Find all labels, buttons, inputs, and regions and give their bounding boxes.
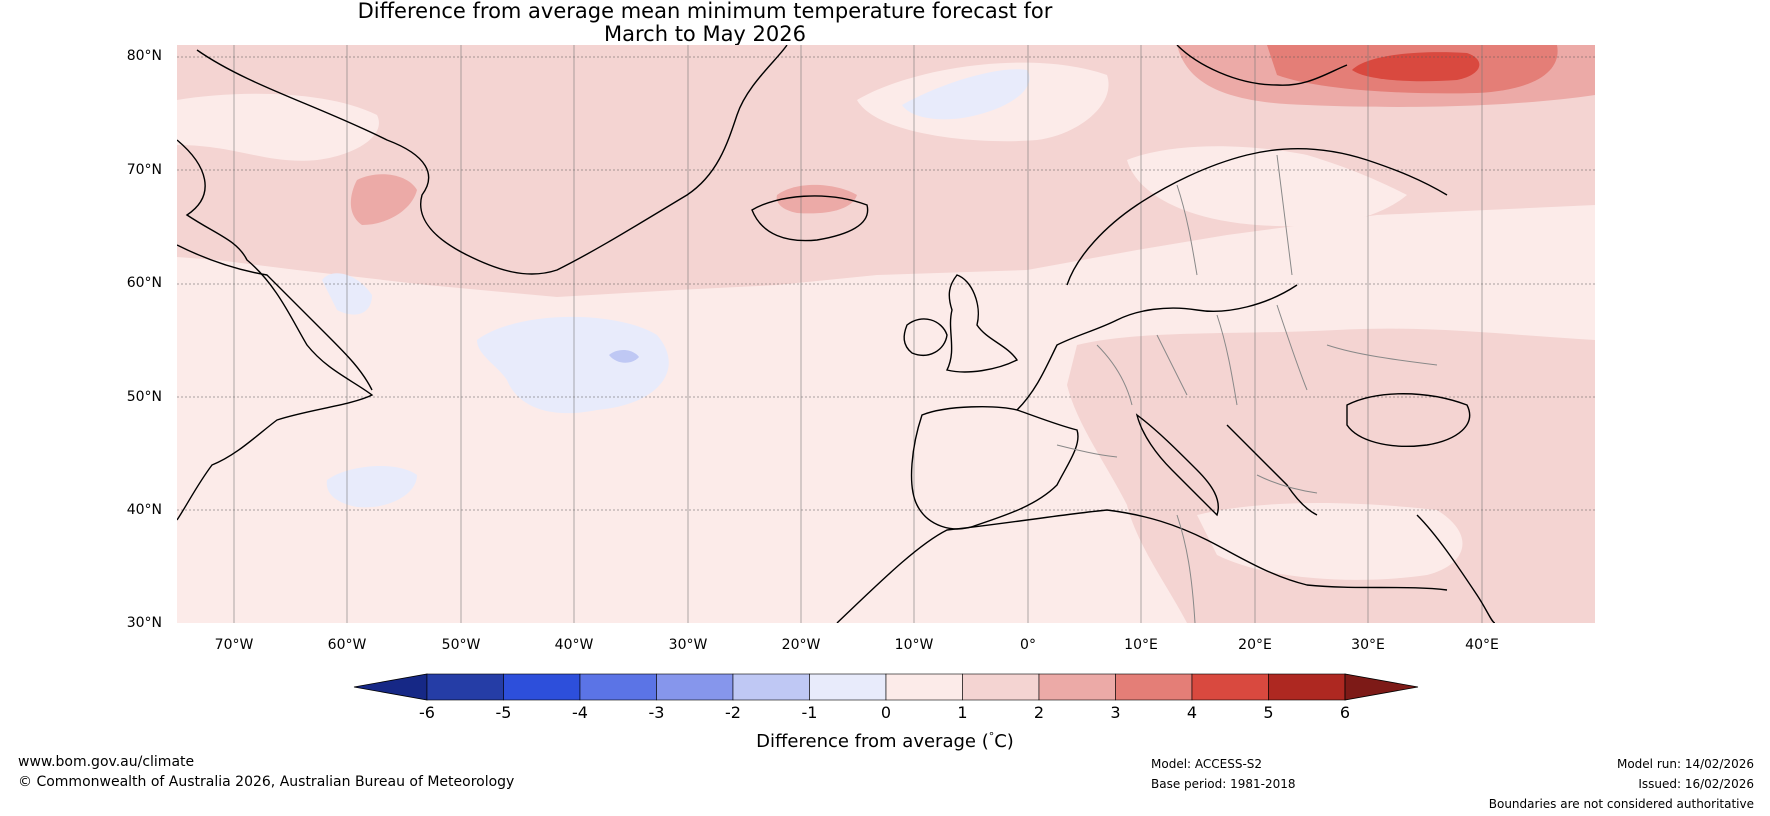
- colorbar-tick-label: 4: [1186, 703, 1198, 722]
- europe-coast: [1016, 284, 1298, 411]
- colorbar-unit-close: ): [1006, 731, 1014, 752]
- colorbar-segment: [503, 673, 581, 701]
- anomaly-neg-newfoundland: [326, 465, 417, 508]
- colorbar-tick-label: 2: [1033, 703, 1045, 722]
- lon-label-20e: 20°E: [1238, 637, 1272, 653]
- colorbar-tick-label: -1: [801, 703, 818, 722]
- map-svg: [177, 45, 1595, 623]
- colorbar-segment: [1038, 673, 1116, 701]
- iberia-coast: [910, 406, 1079, 530]
- colorbar-segment: [885, 673, 963, 701]
- lon-label-20w: 20°W: [781, 637, 821, 653]
- footer-model-run: Model run: 14/02/2026: [1616, 757, 1754, 771]
- anomaly-neg-arctic: [902, 69, 1030, 120]
- colorbar-tick-label: -4: [572, 703, 588, 722]
- anomaly-neg-2-atlantic: [609, 349, 639, 363]
- anomaly-0-1-mediterranean: [1197, 503, 1463, 580]
- colorbar-segment: [1268, 673, 1346, 701]
- anomaly-neg-atlantic: [477, 316, 669, 414]
- latitude-gridlines: [177, 56, 1595, 511]
- colorbar: [353, 673, 1419, 701]
- colorbar-extend-low: [353, 673, 428, 701]
- scandinavia-coast: [1066, 147, 1448, 286]
- longitude-gridlines: [233, 45, 1483, 623]
- labrador-coast: [177, 244, 373, 391]
- colorbar-tick-label: 0: [880, 703, 892, 722]
- colorbar-tick-label: 1: [957, 703, 968, 722]
- colorbar-segment: [732, 673, 810, 701]
- colorbar-segment: [579, 673, 657, 701]
- colorbar-segment: [1191, 673, 1269, 701]
- black-sea-coast: [1346, 393, 1471, 447]
- italy-coast: [1135, 413, 1219, 517]
- greenland-coast: [196, 45, 788, 275]
- east-coast: [1416, 514, 1496, 623]
- lon-label-10w: 10°W: [894, 637, 934, 653]
- anomaly-1-2-north: [177, 45, 1595, 297]
- lon-label-0: 0°: [1020, 637, 1036, 653]
- colorbar-segment: [809, 673, 887, 701]
- colorbar-tick-label: -2: [725, 703, 741, 722]
- colorbar-unit-degree: °: [988, 730, 995, 743]
- colorbar-segment: [656, 673, 734, 701]
- lat-label-80n: 80°N: [126, 48, 162, 64]
- lon-label-40e: 40°E: [1465, 637, 1499, 653]
- lon-label-30e: 30°E: [1351, 637, 1385, 653]
- forecast-map: [177, 45, 1595, 623]
- anomaly-0-1-northwest: [177, 93, 379, 161]
- canada-coast: [177, 139, 374, 521]
- colorbar-unit-letter: C: [994, 731, 1007, 752]
- chart-title: Difference from average mean minimum tem…: [0, 0, 1410, 46]
- coastlines: [177, 45, 1496, 623]
- lon-label-60w: 60°W: [327, 637, 367, 653]
- lat-label-60n: 60°N: [126, 275, 162, 291]
- country-boundaries: [1056, 154, 1438, 623]
- footer-issued: Issued: 16/02/2026: [1638, 777, 1754, 791]
- footer-website: www.bom.gov.au/climate: [18, 754, 195, 770]
- footer-disclaimer: Boundaries are not considered authoritat…: [1488, 797, 1754, 811]
- colorbar-segment: [962, 673, 1040, 701]
- lon-label-10e: 10°E: [1124, 637, 1158, 653]
- colorbar-tick-label: -6: [419, 703, 435, 722]
- footer-model: Model: ACCESS-S2: [1151, 757, 1263, 771]
- anomaly-1-2-europe: [1067, 328, 1595, 623]
- lat-label-40n: 40°N: [126, 502, 162, 518]
- lat-label-70n: 70°N: [126, 162, 162, 178]
- greenland-northeast-coast: [1176, 45, 1348, 86]
- lat-label-50n: 50°N: [126, 389, 162, 405]
- anomaly-4-5-northeast: [1352, 52, 1480, 82]
- colorbar-tick-label: 6: [1339, 703, 1351, 722]
- britain-coast: [945, 274, 1019, 373]
- footer-base-period: Base period: 1981-2018: [1151, 777, 1296, 791]
- colorbar-tick-label: -5: [495, 703, 512, 722]
- colorbar-tick-label: 3: [1110, 703, 1121, 722]
- colorbar-title-text: Difference from average (: [756, 731, 989, 752]
- ireland-coast: [903, 318, 948, 356]
- iceland-coast: [751, 195, 869, 242]
- footer-copyright: © Commonwealth of Australia 2026, Austra…: [18, 774, 515, 790]
- lon-label-70w: 70°W: [214, 637, 254, 653]
- title-line-1: Difference from average mean minimum tem…: [357, 0, 1053, 23]
- colorbar-title: Difference from average (°C): [0, 730, 1770, 752]
- lon-label-30w: 30°W: [668, 637, 708, 653]
- colorbar-segment: [1115, 673, 1193, 701]
- colorbar-tick-label: -3: [648, 703, 665, 722]
- balkans-coast: [1226, 424, 1318, 516]
- lat-label-30n: 30°N: [126, 615, 162, 631]
- colorbar-segment: [426, 673, 504, 701]
- north-africa-coast: [836, 509, 1448, 623]
- lon-label-40w: 40°W: [554, 637, 594, 653]
- colorbar-tick-label: 5: [1263, 703, 1274, 722]
- anomaly-0-1-scandinavia: [1127, 146, 1407, 227]
- title-line-2: March to May 2026: [604, 22, 806, 46]
- anomaly-2-3-iceland: [776, 184, 857, 214]
- colorbar-extend-high: [1344, 673, 1419, 701]
- anomaly-2-3-labrador: [350, 174, 417, 225]
- lon-label-50w: 50°W: [441, 637, 481, 653]
